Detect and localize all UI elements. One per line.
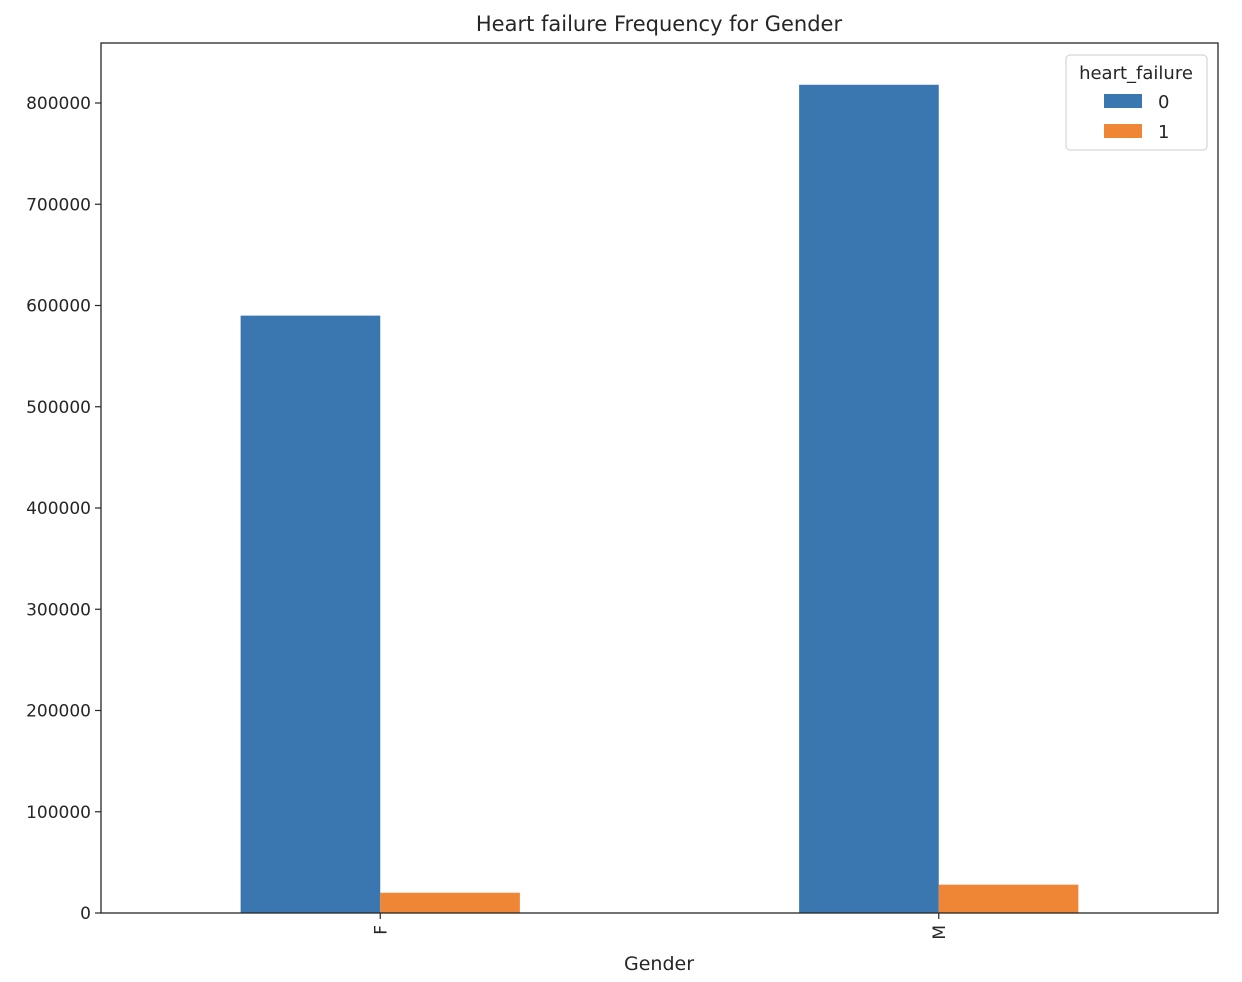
y-tick-label: 200000 xyxy=(26,702,91,722)
y-tick-label: 500000 xyxy=(26,398,91,418)
x-tick-label: M xyxy=(930,925,950,940)
x-tick-label: F xyxy=(371,925,391,935)
legend: heart_failure 0 1 xyxy=(1065,54,1208,151)
chart-title: Heart failure Frequency for Gender xyxy=(476,12,843,36)
legend-label-1: 1 xyxy=(1158,122,1169,143)
x-axis-label: Gender xyxy=(624,953,694,975)
bar-M-series-1 xyxy=(938,884,1079,913)
y-tick-label: 300000 xyxy=(26,600,91,620)
bar-M-series-0 xyxy=(799,84,939,913)
bar-F-series-0 xyxy=(240,315,381,913)
y-tick-label: 400000 xyxy=(26,499,91,519)
y-tick-label: 700000 xyxy=(26,195,91,215)
y-tick-label: 800000 xyxy=(26,94,91,114)
bars-group xyxy=(240,84,1079,913)
y-tick-label: 100000 xyxy=(26,803,91,823)
y-axis: 0 100000 200000 300000 400000 500000 600000 700… xyxy=(26,94,101,924)
plot-frame xyxy=(100,42,1219,914)
legend-label-0: 0 xyxy=(1158,92,1169,113)
bar-F-series-1 xyxy=(380,892,520,913)
legend-title: heart_failure xyxy=(1079,63,1193,84)
y-tick-label: 0 xyxy=(80,904,91,924)
y-tick-label: 600000 xyxy=(26,297,91,317)
legend-swatch-0 xyxy=(1104,94,1142,108)
legend-swatch-1 xyxy=(1104,124,1142,138)
